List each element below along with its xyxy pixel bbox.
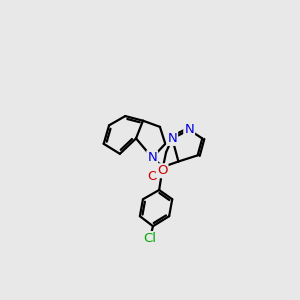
- Text: N: N: [184, 123, 194, 136]
- Text: N: N: [167, 132, 177, 145]
- Text: O: O: [147, 170, 158, 183]
- Text: Cl: Cl: [143, 232, 156, 245]
- Text: N: N: [147, 151, 157, 164]
- Text: O: O: [157, 164, 167, 177]
